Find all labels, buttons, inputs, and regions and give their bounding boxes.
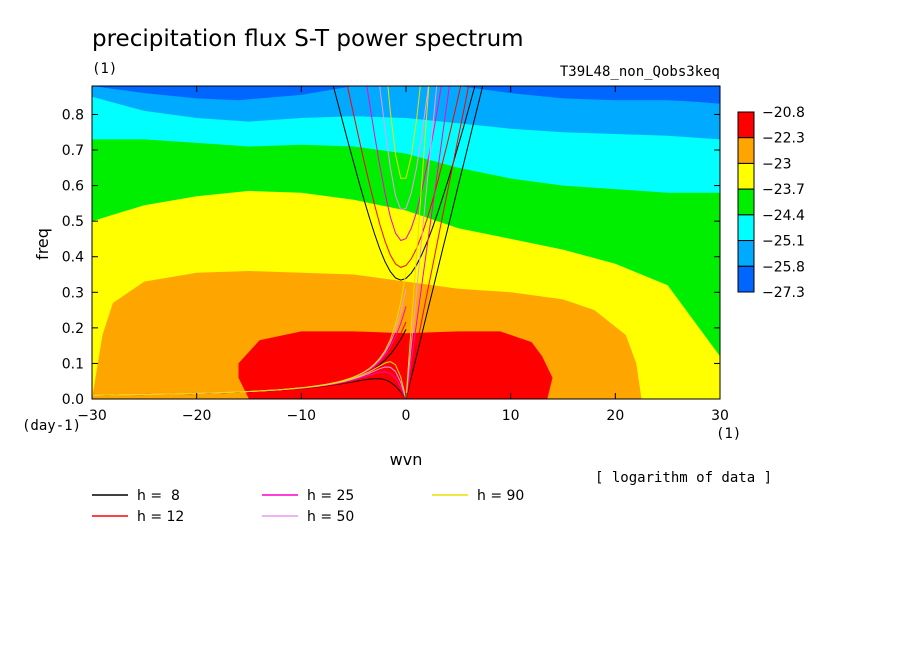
subtitle-left: (1)	[92, 61, 117, 77]
x-tick-label: 30	[711, 408, 729, 424]
y-tick-label: 0.1	[62, 356, 84, 372]
colorbar-label: −20.8	[762, 105, 805, 121]
colorbar-label: −25.8	[762, 259, 805, 275]
legend-label: h = 50	[307, 509, 354, 525]
colorbar-swatch	[737, 214, 755, 242]
y-unit-label: (day-1)	[22, 418, 81, 434]
colorbar-swatch	[737, 240, 755, 267]
colorbar-label: −23	[762, 156, 792, 172]
legend-label: h = 12	[137, 509, 184, 525]
y-axis-label: freq	[33, 228, 52, 260]
dispersion-curve-h12-ig1	[346, 86, 462, 268]
dispersion-curve-h8-ig1	[332, 86, 476, 281]
y-tick-label: 0.7	[62, 143, 84, 159]
y-tick-label: 0.4	[62, 250, 84, 266]
y-tick-label: 0.2	[62, 321, 84, 337]
dispersion-curve-h90-ig1	[387, 86, 421, 179]
colorbar-swatch	[737, 137, 755, 164]
colorbar-swatch	[737, 188, 755, 216]
contour-bands	[92, 86, 720, 399]
note-label: [ logarithm of data ]	[595, 470, 772, 486]
colorbar-label: −25.1	[762, 234, 805, 250]
colorbar-swatch	[737, 265, 755, 293]
colorbar-label: −23.7	[762, 182, 805, 198]
y-tick-label: 0.8	[62, 107, 84, 123]
x-tick-label: −30	[77, 408, 107, 424]
dispersion-curve-h90-mrg	[92, 271, 407, 396]
y-tick-label: 0.0	[62, 392, 84, 408]
x-tick-label: 10	[502, 408, 520, 424]
x-tick-label: −20	[182, 408, 212, 424]
colorbar-label: −22.3	[762, 131, 805, 147]
colorbar: −20.8 −22.3 −23 −23.7 −24.4 −25.1 −25.8 −27.3	[737, 105, 805, 301]
y-tick-label: 0.5	[62, 214, 84, 230]
dispersion-curve-h25-ig1	[366, 86, 442, 242]
dispersion-curves	[92, 86, 484, 399]
dispersion-curve-h50-ig1	[379, 86, 429, 211]
legend: h = 8 h = 12 h = 25 h = 50 h = 90	[92, 488, 524, 525]
y-tick-label: 0.6	[62, 179, 84, 195]
dispersion-curve-h12-kelvin	[405, 86, 470, 399]
x-tick-label: 0	[402, 408, 411, 424]
colorbar-swatch	[737, 111, 755, 139]
colorbar-label: −24.4	[762, 208, 805, 224]
x-tick-label: 20	[606, 408, 624, 424]
legend-label: h = 90	[477, 488, 524, 504]
legend-label: h = 25	[307, 488, 354, 504]
subtitle-right: T39L48_non_Qobs3keq	[560, 64, 720, 80]
y-tick-label: 0.3	[62, 285, 84, 301]
x-axis-label: wvn	[390, 450, 423, 469]
chart-title: precipitation flux S-T power spectrum	[92, 26, 524, 52]
colorbar-swatch	[737, 162, 755, 190]
colorbar-label: −27.3	[762, 285, 805, 301]
x-unit-label: (1)	[716, 426, 741, 442]
y-ticks: 0.0 0.1 0.2 0.3 0.4 0.5 0.6 0.7 0.8	[62, 107, 720, 408]
legend-label: h = 8	[137, 488, 180, 504]
x-ticks: −30 −20 −10 0 10 20 30	[77, 86, 729, 424]
x-tick-label: −10	[287, 408, 317, 424]
dispersion-curve-h8-kelvin	[405, 86, 484, 399]
